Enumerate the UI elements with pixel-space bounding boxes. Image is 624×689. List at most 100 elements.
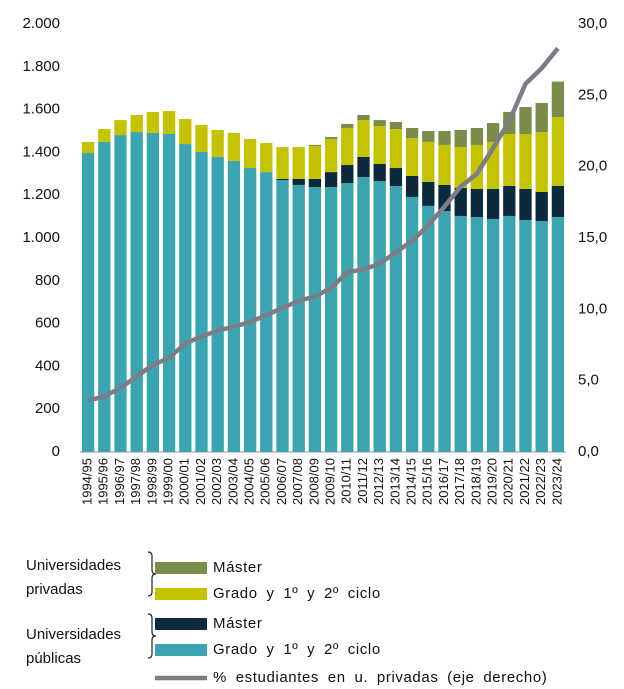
bar-segment bbox=[519, 133, 532, 189]
bar-segment bbox=[373, 126, 386, 164]
bar-segment bbox=[324, 136, 338, 139]
x-tick-label: 2001/02 bbox=[193, 458, 208, 505]
bar-segment bbox=[535, 102, 548, 133]
y-tick-label: 1.800 bbox=[22, 58, 60, 75]
bar-segment bbox=[503, 185, 516, 216]
bar-segment bbox=[260, 172, 273, 452]
y2-tick-label: 25,0 bbox=[578, 86, 607, 103]
y-tick-label: 1.200 bbox=[22, 186, 60, 203]
bar-segment bbox=[519, 107, 532, 134]
bar-segment bbox=[243, 168, 257, 452]
bar-segment bbox=[470, 128, 484, 145]
bar-segment bbox=[357, 114, 370, 121]
x-tick-label: 1995/96 bbox=[96, 458, 111, 505]
legend-swatch bbox=[155, 588, 207, 600]
legend-group: Universidades públicas bbox=[26, 626, 122, 667]
y-tick-label: 200 bbox=[35, 400, 60, 417]
bar-segment bbox=[114, 120, 127, 136]
bar-segment bbox=[195, 151, 208, 453]
bar-segment bbox=[341, 123, 354, 129]
bar-segment bbox=[454, 129, 467, 148]
bar-segment bbox=[81, 153, 95, 453]
bar-segment bbox=[227, 160, 241, 452]
bar-segment bbox=[486, 218, 500, 452]
bar-segment bbox=[260, 142, 273, 173]
bar-segment bbox=[389, 185, 403, 453]
bar-segment bbox=[98, 141, 111, 452]
bar-segment bbox=[308, 178, 322, 188]
bar-segment bbox=[438, 144, 451, 185]
bar-segment bbox=[519, 188, 532, 221]
bar-segment bbox=[324, 187, 338, 452]
x-tick-label: 2000/01 bbox=[177, 458, 192, 505]
y-tick-label: 1.600 bbox=[22, 101, 60, 118]
bar-segment bbox=[486, 188, 500, 219]
bar-segment bbox=[276, 147, 289, 179]
bar-segment bbox=[162, 111, 176, 134]
y2-tick-label: 5,0 bbox=[578, 372, 599, 389]
bar-segment bbox=[405, 138, 419, 176]
bar-segment bbox=[341, 128, 354, 166]
legend-swatch bbox=[155, 562, 207, 574]
y2-tick-label: 0,0 bbox=[578, 443, 599, 460]
bar-segment bbox=[373, 163, 386, 182]
bar-segment bbox=[519, 220, 532, 452]
x-tick-label: 2004/05 bbox=[242, 458, 257, 505]
bar-segment bbox=[179, 119, 192, 145]
x-tick-label: 1996/97 bbox=[112, 458, 127, 505]
x-tick-label: 2008/09 bbox=[306, 458, 321, 505]
bar-segment bbox=[422, 131, 435, 142]
bar-segment bbox=[341, 165, 354, 184]
bar-segment bbox=[308, 144, 322, 146]
x-tick-label: 2013/14 bbox=[387, 458, 402, 505]
bar-segment bbox=[324, 138, 338, 173]
bar-segment bbox=[470, 188, 484, 218]
y-tick-label: 0 bbox=[52, 443, 60, 460]
bar-segment bbox=[357, 177, 370, 452]
bar-segment bbox=[373, 181, 386, 453]
bar-segment bbox=[130, 132, 143, 452]
bar-segment bbox=[454, 187, 467, 216]
x-tick-label: 2014/15 bbox=[404, 458, 419, 505]
x-tick-label: 2015/16 bbox=[420, 458, 435, 505]
bar-segment bbox=[551, 117, 565, 186]
legend-swatch bbox=[155, 644, 207, 656]
bar-segment bbox=[146, 132, 160, 452]
x-tick-label: 2003/04 bbox=[225, 458, 240, 505]
bar-segment bbox=[195, 125, 208, 152]
bar-segment bbox=[114, 135, 127, 453]
bar-segment bbox=[389, 168, 403, 186]
x-tick-label: 2021/22 bbox=[517, 458, 532, 505]
x-tick-label: 1994/95 bbox=[80, 458, 95, 505]
legend-label: % estudiantes en u. privadas (eje derech… bbox=[213, 669, 547, 686]
x-tick-label: 2005/06 bbox=[258, 458, 273, 505]
bar-segment bbox=[454, 147, 467, 188]
bar-segment bbox=[454, 215, 467, 452]
x-tick-label: 2002/03 bbox=[209, 458, 224, 505]
y2-tick-label: 20,0 bbox=[578, 158, 607, 175]
y2-tick-label: 30,0 bbox=[578, 15, 607, 32]
bar-segment bbox=[130, 114, 143, 133]
legend-label: Grado y 1º y 2º ciclo bbox=[213, 641, 381, 658]
x-tick-label: 2012/13 bbox=[371, 458, 386, 505]
y-tick-label: 800 bbox=[35, 272, 60, 289]
x-tick-label: 2017/18 bbox=[452, 458, 467, 505]
bar-segment bbox=[486, 123, 500, 142]
y-tick-label: 2.000 bbox=[22, 15, 60, 32]
bar-segment bbox=[276, 180, 289, 453]
x-tick-label: 2011/12 bbox=[355, 458, 370, 504]
x-tick-label: 2018/19 bbox=[468, 458, 483, 505]
bar-segment bbox=[211, 156, 224, 453]
bar-segment bbox=[292, 184, 305, 453]
bar-segment bbox=[292, 178, 305, 185]
x-tick-label: 1997/98 bbox=[128, 458, 143, 505]
x-tick-label: 2010/11 bbox=[339, 458, 354, 504]
bar-segment bbox=[162, 133, 176, 452]
bar-segment bbox=[535, 221, 548, 452]
bar-segment bbox=[341, 183, 354, 452]
bar-segment bbox=[276, 178, 289, 181]
bar-segment bbox=[422, 205, 435, 452]
bar-segment bbox=[470, 217, 484, 452]
